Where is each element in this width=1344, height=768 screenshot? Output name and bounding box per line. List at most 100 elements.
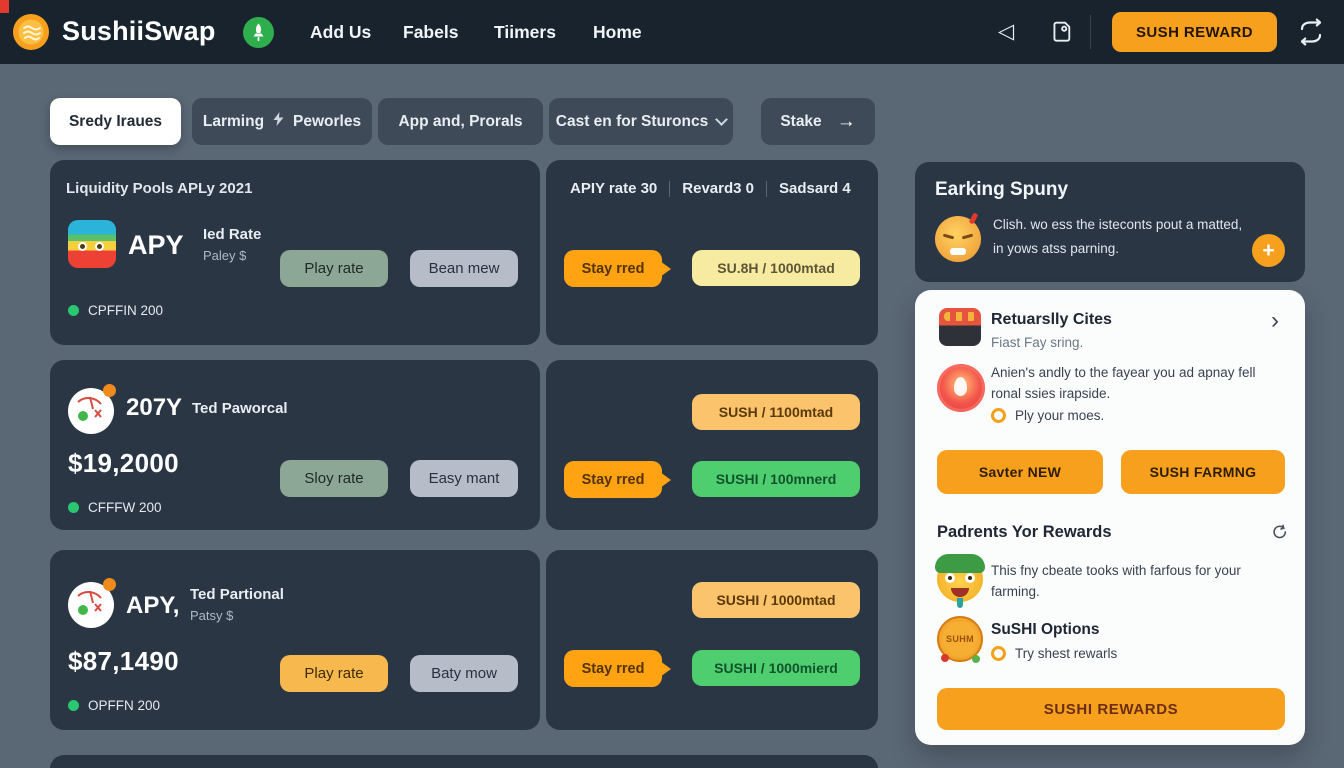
- rewards-item2-bullet: Ply your moes.: [991, 408, 1104, 423]
- stat-sadsard: Sadsard 4: [779, 180, 851, 197]
- bullet-label: Try shest rewarls: [1015, 646, 1118, 661]
- rewards-item4-title: SuSHI Options: [991, 621, 1100, 638]
- rewards-item1-sub: Fiast Fay sring.: [991, 335, 1084, 350]
- pool-3-stay-rred-button[interactable]: Stay rred: [564, 650, 662, 687]
- rewards-section-title: Padrents Yor Rewards: [937, 523, 1112, 541]
- pool-card-2-left: 207Y Ted Paworcal $19,2000 Sloy rate Eas…: [50, 360, 540, 530]
- sush-farmng-button[interactable]: SUSH FARMNG: [1121, 450, 1285, 494]
- pool-2-stay-rred-button[interactable]: Stay rred: [564, 461, 662, 498]
- stat-divider: [766, 180, 767, 197]
- chevron-right-icon[interactable]: ›: [1271, 307, 1279, 334]
- pool-1-pair-badge[interactable]: SU.8H / 1000mtad: [692, 250, 860, 286]
- savter-new-button[interactable]: Savter NEW: [937, 450, 1103, 494]
- pool-2-pair-badge[interactable]: SUSHI / 100mnerd: [692, 461, 860, 497]
- pool-2-top-badge[interactable]: SUSH / 1100mtad: [692, 394, 860, 430]
- icon-orange-dot: [103, 578, 116, 591]
- refresh-arrow-icon[interactable]: [1271, 524, 1287, 545]
- pool-3-baty-mow-button[interactable]: Baty mow: [410, 655, 518, 692]
- sushi-box-icon: [939, 308, 981, 346]
- pool-3-label-bottom: Patsy $: [190, 608, 234, 623]
- tag-icon[interactable]: [1048, 18, 1075, 50]
- pool-1-token-icon: [68, 220, 116, 268]
- status-label: OPFFN 200: [88, 698, 161, 713]
- smiley-icon: [935, 554, 985, 608]
- pool-3-play-rate-button[interactable]: Play rate: [280, 655, 388, 692]
- pool-3-label-top: Ted Partional: [190, 586, 284, 603]
- tab-stake[interactable]: Stake →: [761, 98, 875, 145]
- suhm-coin-icon: SUHM: [937, 616, 983, 663]
- pool-1-label-bottom: Paley $: [203, 248, 247, 263]
- nav-link-home[interactable]: Home: [593, 22, 642, 42]
- pool-card-4-partial: [50, 755, 878, 768]
- emoji-spike: [968, 212, 979, 225]
- coin-label: SUHM: [945, 634, 975, 644]
- stat-apy-rate: APIY rate 30: [570, 180, 658, 197]
- pool-3-pair-badge[interactable]: SUSHI / 1000mierd: [692, 650, 860, 686]
- rewards-item1-title: Retuarslly Cites: [991, 311, 1112, 328]
- add-button[interactable]: +: [1252, 234, 1285, 267]
- pool-1-stay-rred-button[interactable]: Stay rred: [564, 250, 662, 287]
- pool-2-value: $19,2000: [68, 448, 179, 478]
- pool-3-token-icon: [68, 578, 116, 628]
- tab-cast-en-for-sturoncs[interactable]: Cast en for Sturoncs: [549, 98, 733, 145]
- pool-1-label-top: Ied Rate: [203, 226, 262, 243]
- sushi-rewards-button[interactable]: SUSHI REWARDS: [937, 688, 1285, 730]
- tab-app-and-prorals[interactable]: App and, Prorals: [378, 98, 543, 145]
- pool-1-bean-mew-button[interactable]: Bean mew: [410, 250, 518, 287]
- rewards-item4-bullet: Try shest rewarls: [991, 646, 1117, 661]
- earning-card: Earking Spuny Clish. wo ess the istecont…: [915, 162, 1305, 282]
- status-dot: [68, 502, 79, 513]
- brand-title[interactable]: SushiiSwap: [62, 16, 216, 46]
- tab-label: Stake: [780, 112, 822, 130]
- status-dot: [68, 700, 79, 711]
- rewards-item3-text: This fny cbeate tooks with farfous for y…: [991, 563, 1241, 599]
- tab-label: App and, Prorals: [398, 112, 523, 130]
- pool-card-1-right: APIY rate 30 Revard3 0 Sadsard 4 Stay rr…: [546, 160, 878, 345]
- pool-3-top-badge[interactable]: SUSHI / 1000mtad: [692, 582, 860, 618]
- smiley-mouth: [951, 588, 969, 597]
- pool-1-status: CPFFIN 200: [68, 303, 163, 318]
- stat-revard: Revard3 0: [682, 180, 754, 197]
- sush-reward-button[interactable]: SUSH REWARD: [1112, 12, 1277, 52]
- back-icon[interactable]: ◁: [998, 20, 1015, 43]
- brand-logo-icon[interactable]: [12, 13, 50, 56]
- bullet-label: Ply your moes.: [1015, 408, 1105, 423]
- pool-card-3-left: APY, Ted Partional Patsy $ $87,1490 Play…: [50, 550, 540, 730]
- earning-text-line2: in yows atss parning.: [993, 241, 1120, 256]
- orange-ring-icon: [991, 408, 1006, 423]
- nav-link-tiimers[interactable]: Tiimers: [494, 22, 556, 42]
- tab-label: Larming: [202, 112, 265, 130]
- pool-2-sloy-rate-button[interactable]: Sloy rate: [280, 460, 388, 497]
- pools-header-stats: APIY rate 30 Revard3 0 Sadsard 4: [570, 180, 851, 197]
- chevron-down-icon: [715, 113, 729, 126]
- stat-divider: [669, 180, 671, 197]
- swap-icon[interactable]: [1294, 16, 1328, 53]
- status-label: CPFFIN 200: [88, 303, 164, 318]
- rocket-badge-icon[interactable]: [243, 17, 274, 53]
- smiley-eye: [945, 573, 955, 583]
- pool-1-play-rate-button[interactable]: Play rate: [280, 250, 388, 287]
- orange-ring-icon: [991, 646, 1006, 661]
- earning-text: Clish. wo ess the isteconts pout a matte…: [993, 213, 1242, 261]
- earning-title: Earking Spuny: [935, 179, 1069, 200]
- icon-eye: [95, 242, 104, 251]
- rewards-item2-text: Anien's andly to the fayear you ad apnay…: [991, 365, 1256, 401]
- nav-link-fabels[interactable]: Fabels: [403, 22, 459, 42]
- emoji-brow: [961, 233, 974, 240]
- navbar-divider: [1090, 15, 1091, 49]
- red-orb-icon: [937, 364, 985, 412]
- smiley-drip: [957, 598, 963, 608]
- pool-2-apy: 207Y: [126, 394, 183, 421]
- pool-3-value: $87,1490: [68, 646, 179, 676]
- smiley-hair: [935, 554, 985, 574]
- pool-2-easy-mant-button[interactable]: Easy mant: [410, 460, 518, 497]
- pool-card-2-right: SUSH / 1100mtad Stay rred SUSHI / 100mne…: [546, 360, 878, 530]
- tab-larming-peworles[interactable]: Larming Peworles: [192, 98, 372, 145]
- arrow-right-icon: →: [836, 110, 856, 132]
- pool-3-apy: APY,: [126, 592, 180, 619]
- tab-sredy-iraues[interactable]: Sredy Iraues: [50, 98, 181, 145]
- nav-link-add-us[interactable]: Add Us: [310, 22, 372, 42]
- icon-eye: [78, 242, 87, 251]
- navbar: SushiiSwap Add Us Fabels Tiimers Home ◁ …: [0, 0, 1344, 64]
- pool-3-status: OPFFN 200: [68, 698, 160, 713]
